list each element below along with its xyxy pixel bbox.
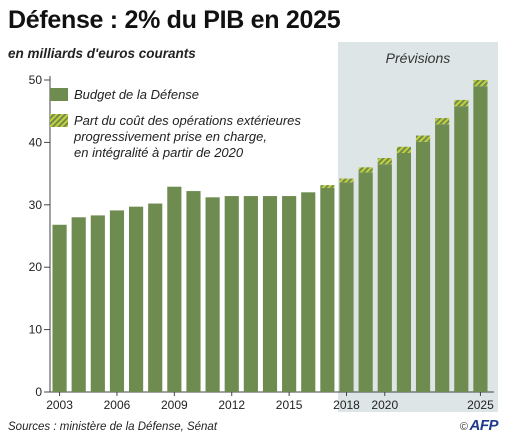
x-tick-label: 2006 — [104, 398, 131, 412]
bar-budget-2024 — [454, 106, 469, 392]
bar-budget-2011 — [205, 197, 220, 392]
bar-budget-2021 — [396, 153, 411, 392]
bar-budget-2018 — [339, 182, 354, 392]
bar-budget-2007 — [129, 206, 144, 392]
legend-swatch-budget — [50, 88, 68, 101]
legend-label-budget: Budget de la Défense — [74, 87, 199, 102]
bar-opex-2023 — [435, 118, 450, 125]
bar-budget-2010 — [186, 191, 201, 392]
y-tick-label: 10 — [29, 323, 43, 337]
bar-opex-2024 — [454, 99, 469, 107]
legend-label-opex-line: progressivement prise en charge, — [73, 129, 267, 144]
bar-budget-2006 — [109, 210, 125, 392]
bar-budget-2009 — [167, 186, 182, 392]
x-tick-label: 2003 — [46, 398, 73, 412]
chart-title: Défense : 2% du PIB en 2025 — [8, 6, 341, 34]
y-tick-label: 50 — [29, 73, 43, 87]
x-tick-label: 2020 — [371, 398, 398, 412]
bar-opex-2019 — [358, 167, 373, 173]
copyright-symbol: © — [459, 421, 468, 433]
x-tick-label: 2009 — [161, 398, 188, 412]
bar-opex-2017 — [320, 185, 335, 188]
bar-budget-2017 — [320, 187, 335, 392]
bar-opex-2022 — [415, 135, 431, 142]
bar-budget-2004 — [71, 217, 86, 392]
x-tick-label: 2012 — [218, 398, 245, 412]
bar-budget-2025 — [473, 86, 488, 393]
bar-opex-2020 — [377, 158, 392, 165]
legend-label-opex-line: Part du coût des opérations extérieures — [74, 113, 301, 128]
bar-budget-2013 — [243, 196, 258, 392]
bar-budget-2020 — [377, 164, 392, 392]
bar-budget-2005 — [90, 215, 105, 392]
bar-budget-2016 — [301, 192, 316, 392]
bar-budget-2003 — [52, 224, 67, 392]
bar-budget-2022 — [415, 141, 431, 392]
bar-opex-2025 — [473, 80, 488, 87]
x-tick-label: 2018 — [333, 398, 360, 412]
y-tick-label: 30 — [29, 198, 43, 212]
y-tick-label: 40 — [29, 135, 43, 149]
bar-budget-2008 — [148, 203, 163, 392]
x-tick-label: 2025 — [467, 398, 494, 412]
bar-budget-2023 — [435, 124, 450, 392]
y-tick-label: 20 — [29, 260, 43, 274]
bar-opex-2018 — [339, 178, 354, 183]
bar-budget-2012 — [224, 196, 239, 392]
bar-budget-2015 — [282, 196, 297, 392]
bar-opex-2021 — [396, 146, 411, 154]
afp-logo-text: AFP — [469, 417, 499, 434]
chart-subtitle: en milliards d'euros courants — [8, 46, 196, 61]
legend-swatch-opex — [50, 114, 68, 127]
y-tick-label: 0 — [35, 385, 42, 399]
bar-budget-2014 — [262, 196, 278, 392]
bar-budget-2019 — [358, 172, 373, 392]
legend-label-opex-line: en intégralité à partir de 2020 — [74, 145, 244, 160]
forecast-label: Prévisions — [386, 50, 451, 66]
afp-logo: © AFP — [459, 417, 499, 434]
source-note: Sources : ministère de la Défense, Sénat — [8, 421, 218, 433]
x-tick-label: 2015 — [276, 398, 303, 412]
